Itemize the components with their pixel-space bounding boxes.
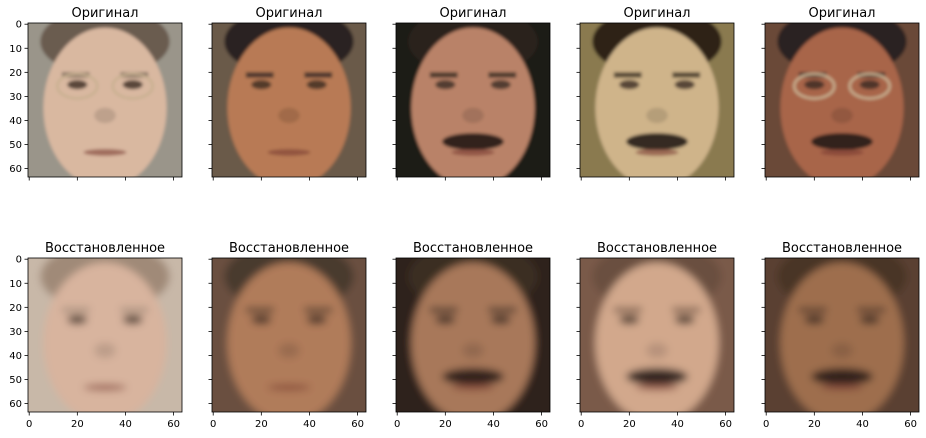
y-tick-label: 50 bbox=[9, 140, 22, 151]
face-image bbox=[580, 23, 734, 177]
x-tick-label: 40 bbox=[671, 419, 684, 430]
y-tick-label: 50 bbox=[9, 375, 22, 386]
axes-frame bbox=[395, 257, 551, 413]
face-image bbox=[580, 258, 734, 412]
y-tick-label: 0 bbox=[16, 255, 22, 266]
face-image bbox=[765, 23, 919, 177]
x-tick-label: 0 bbox=[394, 419, 400, 430]
face-image bbox=[212, 258, 366, 412]
x-tick-label: 40 bbox=[856, 419, 869, 430]
panel-original-3: Оригинал bbox=[392, 6, 551, 181]
panel-title: Восстановленное bbox=[45, 241, 165, 256]
y-tick-label: 40 bbox=[9, 116, 22, 127]
x-tick-label: 0 bbox=[763, 419, 769, 430]
panel-title: Оригинал bbox=[809, 6, 876, 21]
x-tick-label: 60 bbox=[719, 419, 732, 430]
face-image bbox=[396, 258, 550, 412]
y-tick-label: 60 bbox=[9, 399, 22, 410]
panel-reconstructed-3: Восстановленное 0 20 40 60 bbox=[392, 241, 551, 430]
axes-frame bbox=[211, 257, 367, 413]
panel-reconstructed-2: Восстановленное 0 20 40 60 bbox=[208, 241, 367, 430]
y-tick-label: 20 bbox=[9, 303, 22, 314]
panel-title: Оригинал bbox=[624, 6, 691, 21]
x-tick-label: 0 bbox=[578, 419, 584, 430]
x-tick-label: 40 bbox=[303, 419, 316, 430]
panel-original-2: Оригинал bbox=[208, 6, 367, 181]
face-image bbox=[765, 258, 919, 412]
face-image bbox=[396, 23, 550, 177]
face-image bbox=[212, 23, 366, 177]
axes-frame bbox=[764, 257, 920, 413]
panel-title: Восстановленное bbox=[782, 241, 902, 256]
y-tick-label: 30 bbox=[9, 92, 22, 103]
axes-frame bbox=[27, 22, 183, 178]
panel-title: Восстановленное bbox=[413, 241, 533, 256]
panel-title: Восстановленное bbox=[229, 241, 349, 256]
x-tick-label: 60 bbox=[351, 419, 364, 430]
y-tick-label: 40 bbox=[9, 351, 22, 362]
y-tick-label: 0 bbox=[16, 20, 22, 31]
panel-original-5: Оригинал bbox=[761, 6, 920, 181]
panel-title: Оригинал bbox=[440, 6, 507, 21]
x-tick-label: 20 bbox=[439, 419, 452, 430]
x-tick-label: 20 bbox=[71, 419, 84, 430]
x-tick-label: 0 bbox=[210, 419, 216, 430]
face-image bbox=[28, 258, 182, 412]
axes-frame bbox=[211, 22, 367, 178]
y-tick-label: 20 bbox=[9, 68, 22, 79]
x-tick-label: 20 bbox=[808, 419, 821, 430]
y-tick-label: 10 bbox=[9, 279, 22, 290]
panel-original-4: Оригинал bbox=[576, 6, 735, 181]
x-tick-label: 60 bbox=[167, 419, 180, 430]
panel-original-1: Оригинал 0 10 20 30 40 50 60 bbox=[9, 6, 183, 181]
panel-reconstructed-5: Восстановленное 0 20 40 60 bbox=[761, 241, 920, 430]
x-tick-label: 40 bbox=[119, 419, 132, 430]
axes-frame bbox=[395, 22, 551, 178]
x-tick-label: 60 bbox=[535, 419, 548, 430]
panel-reconstructed-4: Восстановленное 0 20 40 60 bbox=[576, 241, 735, 430]
x-tick-label: 20 bbox=[255, 419, 268, 430]
panel-title: Восстановленное bbox=[597, 241, 717, 256]
y-tick-label: 10 bbox=[9, 44, 22, 55]
y-tick-label: 30 bbox=[9, 327, 22, 338]
axes-frame bbox=[579, 257, 735, 413]
axes-frame bbox=[27, 257, 183, 413]
x-tick-label: 40 bbox=[487, 419, 500, 430]
x-tick-label: 60 bbox=[904, 419, 917, 430]
axes-frame bbox=[579, 22, 735, 178]
x-tick-label: 0 bbox=[26, 419, 32, 430]
panel-reconstructed-1: Восстановленное 0 10 20 30 40 50 60 0 20 40 60 bbox=[9, 241, 183, 430]
axes-frame bbox=[764, 22, 920, 178]
y-tick-label: 60 bbox=[9, 164, 22, 175]
panel-title: Оригинал bbox=[256, 6, 323, 21]
face-image bbox=[28, 23, 182, 177]
x-tick-label: 20 bbox=[623, 419, 636, 430]
panel-title: Оригинал bbox=[72, 6, 139, 21]
